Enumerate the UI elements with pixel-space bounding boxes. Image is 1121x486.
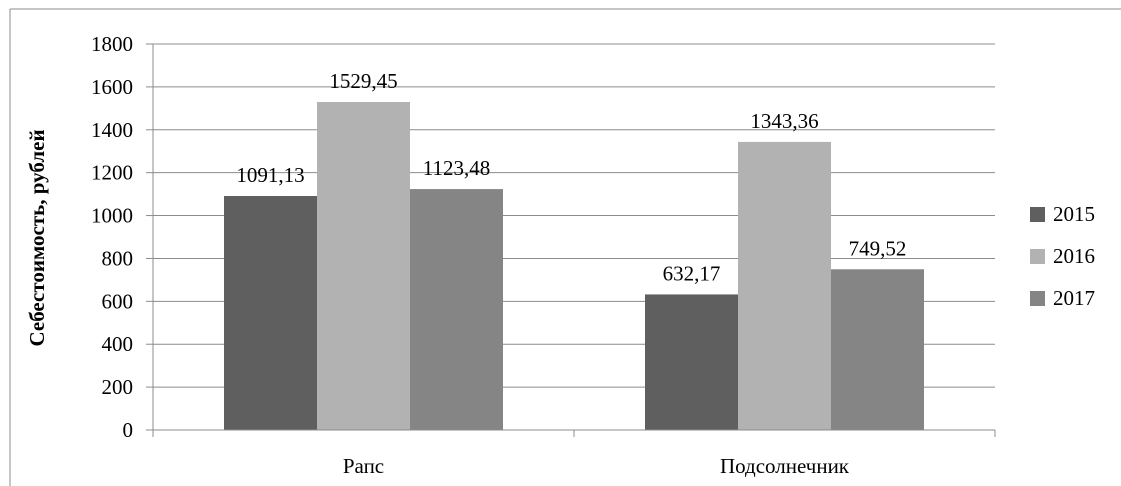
y-tick-label-800: 800: [102, 246, 134, 270]
y-tick-label-400: 400: [102, 332, 134, 356]
data-label-2015-1: 632,17: [663, 261, 721, 285]
data-label-2016-0: 1529,45: [329, 69, 397, 93]
bar-2015-1: [645, 294, 738, 430]
data-label-2016-1: 1343,36: [750, 109, 818, 133]
legend-label-2015: 2015: [1053, 202, 1095, 226]
bars: [224, 102, 924, 431]
bar-2017-1: [831, 269, 924, 430]
legend-label-2016: 2016: [1053, 244, 1095, 268]
x-axis-category-labels: Рапс Подсолнечник: [343, 454, 850, 478]
data-label-2015-0: 1091,13: [236, 163, 304, 187]
bar-2015-0: [224, 196, 317, 430]
y-tick-label-1800: 1800: [91, 32, 133, 56]
category-label-1: Подсолнечник: [720, 454, 850, 478]
data-labels: 1091,13 1529,45 1123,48 632,17 1343,36 749,52: [236, 69, 906, 285]
data-label-2017-1: 749,52: [849, 236, 907, 260]
bar-2016-1: [738, 141, 831, 431]
y-tick-label-200: 200: [102, 375, 134, 399]
legend-label-2017: 2017: [1053, 286, 1095, 310]
bar-2016-0: [317, 102, 410, 430]
y-tick-label-0: 0: [123, 418, 134, 442]
category-label-0: Рапс: [343, 454, 384, 478]
y-tick-label-1000: 1000: [91, 204, 133, 228]
y-axis-title: Себестоимость, рублей: [25, 129, 49, 346]
y-tick-label-1200: 1200: [91, 161, 133, 185]
y-tick-label-1600: 1600: [91, 75, 133, 99]
y-tick-label-1400: 1400: [91, 118, 133, 142]
bar-2017-0: [410, 189, 503, 430]
data-label-2017-0: 1123,48: [423, 156, 490, 180]
legend-swatch-2017: [1030, 291, 1045, 306]
legend-swatch-2016: [1030, 249, 1045, 264]
legend: 2015 2016 2017: [1030, 202, 1095, 310]
legend-swatch-2015: [1030, 207, 1045, 222]
x-axis: [152, 44, 996, 437]
y-tick-label-600: 600: [102, 289, 134, 313]
y-axis-tick-labels: 0 200 400 600 800 1000 1200 1400 1600 1800: [91, 32, 133, 442]
